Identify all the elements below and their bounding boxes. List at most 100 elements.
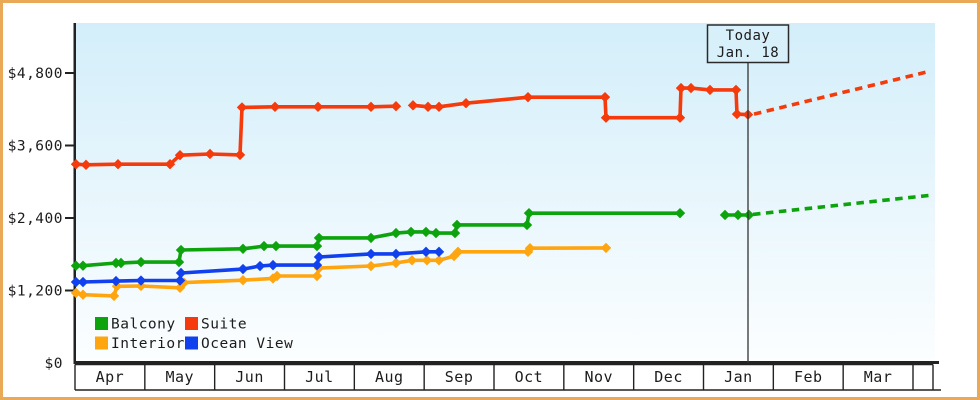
- legend-swatch-ocean-view: [185, 336, 198, 350]
- series-marker-interior: [433, 255, 445, 266]
- month-label: Mar: [864, 368, 893, 386]
- series-marker-suite: [704, 84, 716, 96]
- series-marker-suite: [312, 101, 324, 113]
- series-marker-interior: [390, 257, 402, 269]
- month-label: Oct: [515, 368, 544, 386]
- series-marker-interior: [421, 255, 433, 266]
- series-marker-balcony: [175, 244, 187, 256]
- series-marker-suite: [730, 84, 742, 96]
- legend-label-interior: Interior: [111, 336, 185, 352]
- projection-line-suite: [753, 69, 931, 116]
- series-marker-suite: [236, 102, 248, 113]
- month-label: Sep: [445, 368, 474, 386]
- legend-label-suite: Suite: [201, 317, 247, 333]
- series-marker-suite: [269, 101, 281, 113]
- series-marker-suite: [80, 159, 92, 171]
- series-marker-ocean-view: [267, 259, 279, 271]
- series-marker-interior: [271, 270, 283, 282]
- today-box-label: Today: [726, 28, 771, 44]
- series-marker-balcony: [270, 240, 282, 252]
- series-marker-balcony: [732, 209, 744, 221]
- legend-label-ocean-view: Ocean View: [201, 336, 293, 352]
- series-marker-balcony: [405, 226, 417, 238]
- series-marker-interior: [311, 270, 323, 282]
- series-marker-interior: [237, 275, 249, 286]
- series-marker-suite: [390, 101, 402, 112]
- legend-label-balcony: Balcony: [111, 317, 176, 333]
- series-marker-ocean-view: [365, 248, 377, 260]
- series-marker-interior: [406, 255, 418, 266]
- y-tick-label: $0: [45, 356, 63, 372]
- series-marker-balcony: [743, 209, 755, 221]
- price-history-chart: $0 $1,200 $2,400 $3,600 $4,800 Apr May Jun Jul Au…: [8, 23, 941, 391]
- series-marker-suite: [522, 91, 534, 103]
- series-marker-suite: [460, 98, 472, 109]
- series-marker-suite: [685, 82, 697, 94]
- series-marker-ocean-view: [135, 275, 147, 286]
- month-label: Aug: [375, 368, 404, 386]
- series-marker-suite: [70, 159, 82, 170]
- series-marker-balcony: [135, 256, 147, 268]
- series-marker-suite: [204, 148, 216, 160]
- series-marker-ocean-view: [313, 251, 325, 263]
- series-line-suite: [74, 104, 398, 167]
- series-marker-suite: [731, 108, 743, 120]
- series-marker-interior: [452, 246, 464, 258]
- series-marker-suite: [407, 100, 419, 111]
- series-marker-balcony: [390, 227, 402, 239]
- series-marker-interior: [524, 243, 536, 254]
- series-marker-suite: [365, 101, 377, 113]
- y-tick-label: $2,400: [8, 211, 63, 227]
- series-marker-ocean-view: [420, 246, 432, 258]
- series-marker-balcony: [258, 240, 270, 252]
- series-marker-suite: [599, 91, 611, 103]
- series-marker-interior: [108, 290, 120, 302]
- series-marker-suite: [234, 149, 246, 161]
- legend-swatch-suite: [185, 317, 198, 330]
- series-marker-balcony: [237, 243, 249, 255]
- series-marker-balcony: [521, 219, 533, 231]
- series-marker-ocean-view: [390, 248, 402, 260]
- month-label: Dec: [654, 368, 683, 386]
- month-label: Jan: [724, 368, 753, 386]
- series-marker-balcony: [719, 209, 731, 221]
- legend-swatch-interior: [95, 336, 108, 350]
- month-label: Jul: [305, 368, 334, 386]
- series-marker-balcony: [365, 232, 377, 244]
- month-label: Nov: [584, 368, 613, 386]
- series-marker-ocean-view: [174, 275, 186, 286]
- series-marker-balcony: [70, 260, 82, 271]
- month-label: Apr: [96, 368, 125, 386]
- series-marker-balcony: [313, 232, 325, 244]
- series-marker-balcony: [674, 207, 686, 219]
- series-marker-balcony: [449, 227, 461, 239]
- series-marker-interior: [600, 242, 612, 254]
- series-marker-suite: [674, 112, 686, 123]
- series-marker-suite: [675, 82, 687, 94]
- series-marker-balcony: [430, 227, 442, 239]
- series-marker-ocean-view: [77, 276, 89, 288]
- series-marker-balcony: [311, 240, 323, 252]
- series-marker-ocean-view: [237, 263, 249, 275]
- series-marker-suite: [164, 159, 176, 170]
- series-marker-ocean-view: [175, 267, 187, 279]
- y-axis-line: [73, 23, 76, 364]
- series-marker-suite: [600, 112, 612, 123]
- series-marker-balcony: [115, 257, 127, 269]
- series-marker-ocean-view: [110, 275, 122, 287]
- legend-swatch-balcony: [95, 317, 108, 330]
- series-marker-suite: [174, 149, 186, 161]
- plot-area: [76, 23, 935, 363]
- y-tick-label: $4,800: [8, 66, 63, 82]
- series-marker-ocean-view: [70, 276, 82, 288]
- month-label: Feb: [794, 368, 823, 386]
- y-tick-label: $1,200: [8, 283, 63, 299]
- projection-line-balcony: [752, 193, 934, 217]
- series-marker-interior: [77, 289, 89, 300]
- series-marker-interior: [174, 282, 186, 293]
- month-label: Jun: [235, 368, 264, 386]
- series-marker-ocean-view: [433, 246, 445, 258]
- series-marker-balcony: [77, 260, 89, 271]
- series-marker-interior: [135, 280, 147, 292]
- series-marker-balcony: [173, 256, 185, 268]
